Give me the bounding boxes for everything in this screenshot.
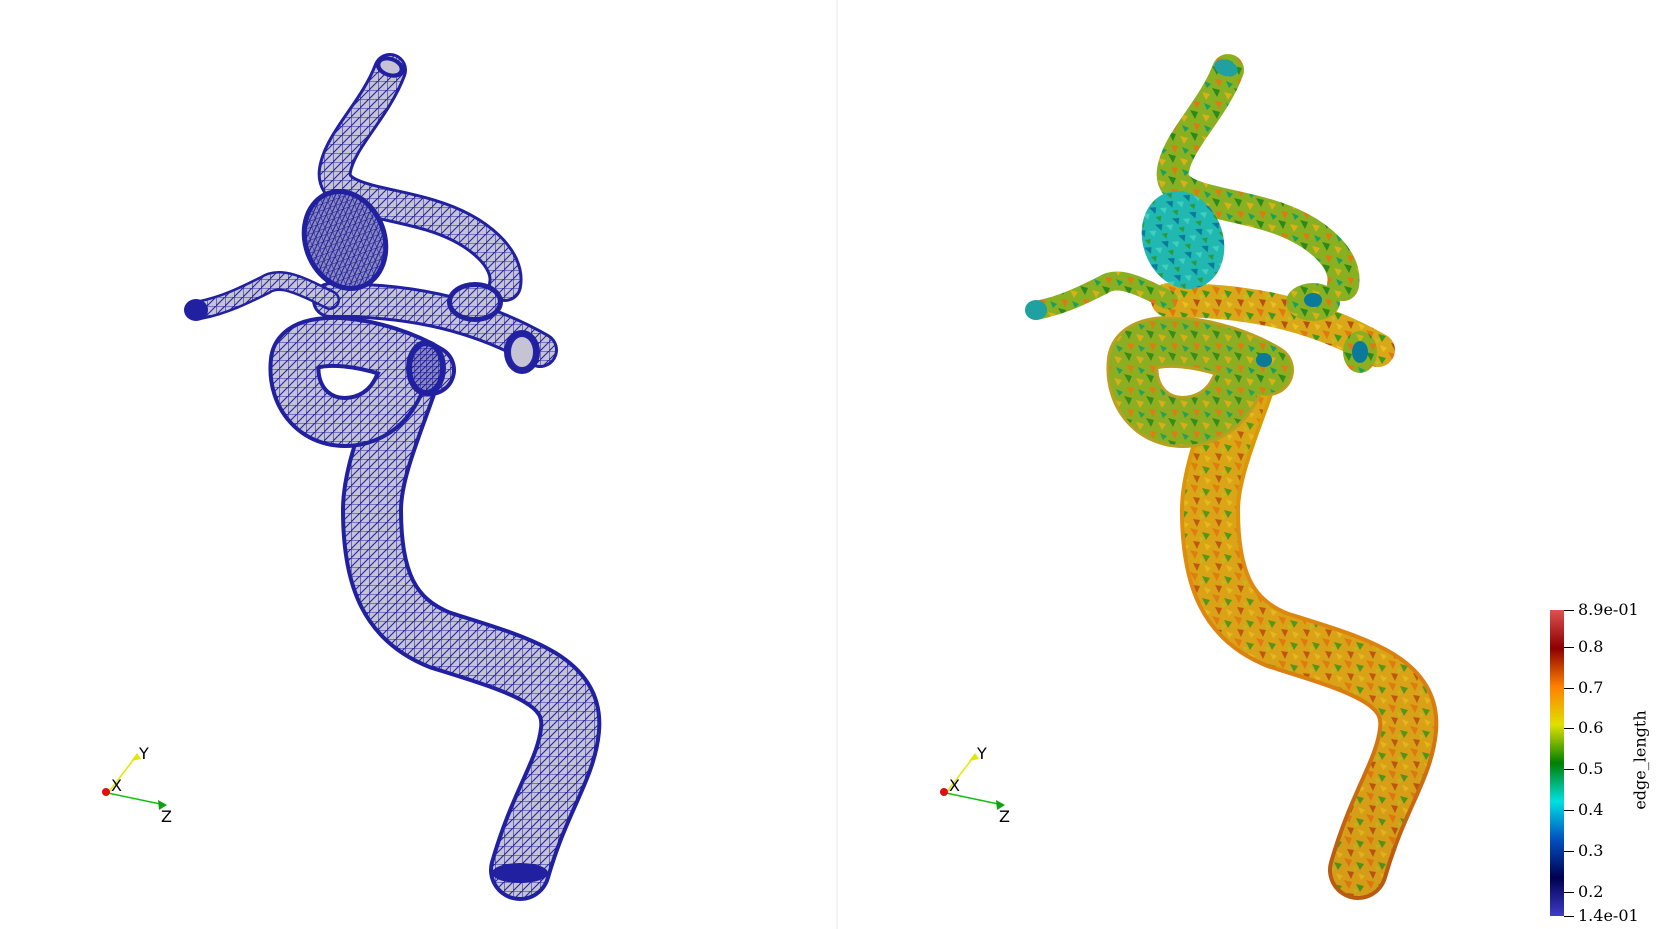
colorbar-max-label: 8.9e-01 (1578, 600, 1639, 619)
y-axis-arrow (969, 753, 979, 761)
colorbar-tick-0-tick (1564, 646, 1574, 648)
y-axis-arrow (131, 753, 141, 761)
colorbar-tick-6-tick (1564, 891, 1574, 893)
z-axis-line (107, 792, 166, 806)
colorbar-tick-1-label: 0.7 (1578, 677, 1604, 697)
x-axis-dot (940, 788, 948, 796)
y-axis-label: Y (138, 745, 149, 763)
colorbar-tick-2-label: 0.6 (1578, 718, 1604, 738)
edge-length-view[interactable]: X Y Z (838, 0, 1674, 929)
scalar-colorbar[interactable]: 8.9e-01 0.8 0.7 0.6 0.5 0.4 0.3 0.2 1.4e-01 (1550, 602, 1670, 924)
x-axis-dot (102, 788, 110, 796)
vessel-edge-length-surface[interactable] (838, 0, 1674, 929)
vessel-mesh-wireframe[interactable] (0, 0, 836, 929)
colorbar-tick-5-label: 0.3 (1578, 840, 1604, 860)
view-divider[interactable] (836, 0, 838, 929)
colorbar-min-tick (1564, 916, 1574, 917)
colorbar-gradient (1550, 610, 1564, 916)
z-axis-label: Z (161, 807, 172, 826)
orientation-axes-left: X Y Z (102, 745, 172, 826)
colorbar-tick-6-label: 0.2 (1578, 881, 1604, 901)
colorbar-tick-0-label: 0.8 (1578, 636, 1604, 656)
colorbar-tick-4-label: 0.4 (1578, 799, 1604, 819)
colorbar-tick-1-tick (1564, 687, 1574, 689)
z-axis-label: Z (999, 807, 1010, 826)
vessel-tree-right (1025, 54, 1439, 900)
mesh-wireframe-view[interactable]: X Y Z (0, 0, 836, 929)
z-axis-line (945, 792, 1004, 806)
y-axis-line (107, 754, 138, 794)
orientation-axes-right: X Y Z (940, 745, 1010, 826)
x-axis-label: X (949, 776, 960, 795)
vessel-tree-left (184, 53, 602, 901)
colorbar-max-tick (1564, 610, 1574, 611)
colorbar-tick-3-tick (1564, 769, 1574, 771)
x-axis-label: X (111, 776, 122, 795)
colorbar-title: edge_length (1630, 710, 1650, 810)
z-axis-arrow (158, 800, 167, 810)
y-axis-label: Y (976, 745, 987, 763)
colorbar-min-label: 1.4e-01 (1578, 906, 1639, 925)
colorbar-tick-5-tick (1564, 850, 1574, 852)
colorbar-tick-3-label: 0.5 (1578, 759, 1604, 779)
colorbar-tick-4-tick (1564, 809, 1574, 811)
colorbar-tick-2-tick (1564, 728, 1574, 730)
y-axis-line (945, 754, 976, 794)
z-axis-arrow (996, 800, 1005, 810)
